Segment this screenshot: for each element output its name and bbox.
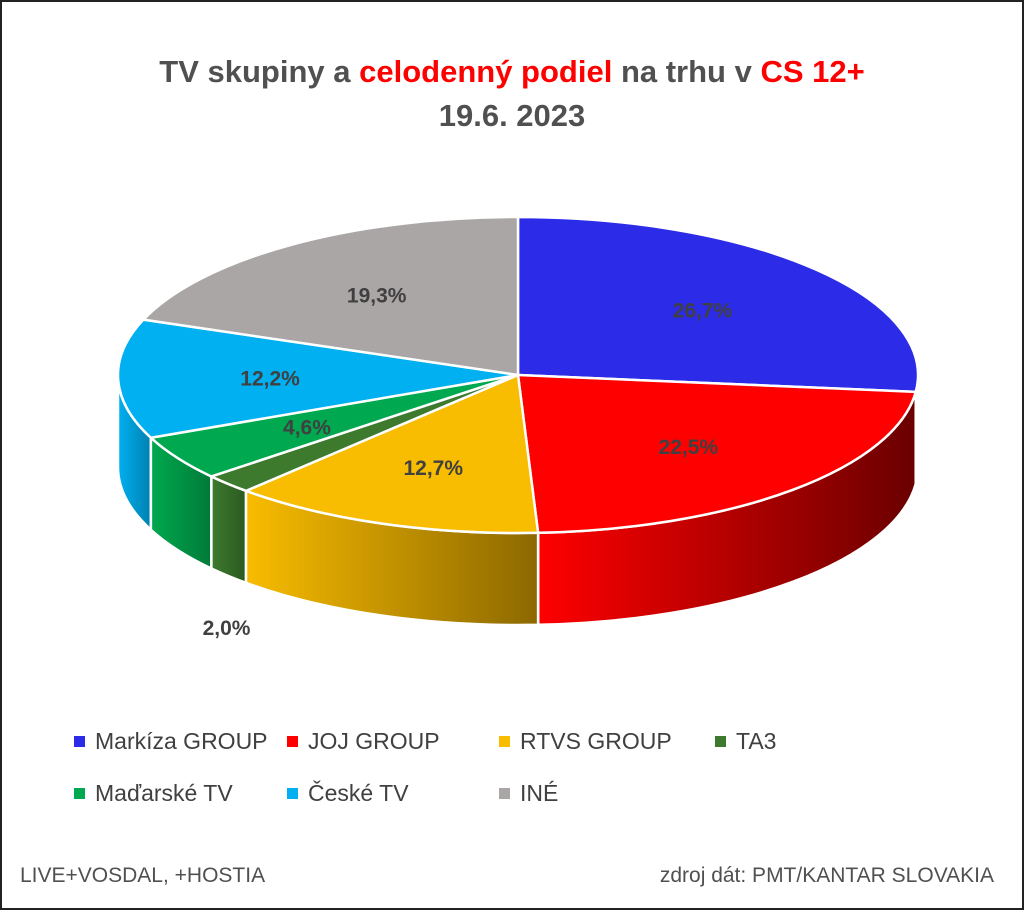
legend-item-4: TA3	[715, 728, 776, 755]
slice-label-6: 12,2%	[240, 367, 300, 390]
footer-note: LIVE+VOSDAL, +HOSTIA	[20, 864, 266, 887]
legend-item-6: České TV	[287, 780, 409, 807]
legend-label: Markíza GROUP	[95, 728, 268, 754]
slice-label-1: 26,7%	[673, 300, 733, 323]
legend-swatch	[74, 788, 85, 799]
pie-labels: 26,7% 22,5% 12,7% 2,0% 4,6% 12,2% 19,3%	[203, 285, 733, 641]
legend-label: INÉ	[520, 780, 559, 806]
legend-label: České TV	[308, 780, 409, 806]
title-part-2: celodenný podiel	[359, 54, 613, 89]
chart-title: TV skupiny a celodenný podiel na trhu v …	[0, 50, 1024, 138]
legend-item-3: RTVS GROUP	[499, 728, 672, 755]
legend-swatch	[287, 788, 298, 799]
footer-source: zdroj dát: PMT/KANTAR SLOVAKIA	[659, 864, 994, 887]
pie-tops	[116, 215, 920, 535]
title-part-4: CS 12+	[760, 54, 865, 89]
legend-label: RTVS GROUP	[520, 728, 672, 754]
title-part-1: TV skupiny a	[159, 54, 360, 89]
slice-1	[516, 215, 920, 394]
slice-side-4	[210, 474, 248, 585]
legend-swatch	[74, 736, 85, 747]
slice-label-7: 19,3%	[347, 285, 407, 308]
slice-label-3: 12,7%	[403, 457, 463, 480]
title-line-2: 19.6. 2023	[438, 98, 586, 133]
legend-item-7: INÉ	[499, 780, 558, 807]
slice-label-2: 22,5%	[659, 436, 719, 459]
slice-6	[116, 318, 520, 439]
legend-item-1: Markíza GROUP	[74, 728, 268, 755]
legend-item-2: JOJ GROUP	[287, 728, 440, 755]
slice-7	[142, 215, 520, 377]
title-line-1: TV skupiny a celodenný podiel na trhu v …	[0, 50, 1024, 94]
legend-label: Maďarské TV	[95, 780, 233, 806]
legend-label: TA3	[736, 728, 777, 754]
legend-label: JOJ GROUP	[308, 728, 440, 754]
slice-label-4: 2,0%	[203, 617, 251, 640]
legend-swatch	[499, 736, 510, 747]
slice-label-5: 4,6%	[283, 416, 331, 439]
legend-swatch	[287, 736, 298, 747]
legend-swatch	[499, 788, 510, 799]
slice-3	[244, 373, 540, 535]
slice-2	[516, 373, 917, 535]
title-part-3: na trhu v	[612, 54, 761, 89]
legend-swatch	[715, 736, 726, 747]
legend-item-5: Maďarské TV	[74, 780, 233, 807]
